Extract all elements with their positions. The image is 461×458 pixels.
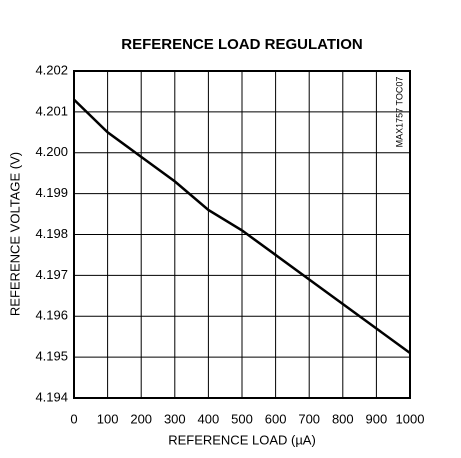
y-tick-label: 4.201 xyxy=(35,103,68,118)
x-tick-label: 800 xyxy=(332,411,354,426)
x-tick-label: 900 xyxy=(366,411,388,426)
x-axis-label: REFERENCE LOAD (µA) xyxy=(168,432,316,447)
data-line xyxy=(73,98,411,355)
x-tick-label: 200 xyxy=(130,411,152,426)
y-tick-label: 4.195 xyxy=(35,349,68,364)
x-tick-label: 300 xyxy=(164,411,186,426)
x-tick-label: 0 xyxy=(70,411,77,426)
x-tick-label: 500 xyxy=(231,411,253,426)
x-tick-label: 100 xyxy=(97,411,119,426)
x-tick-label: 400 xyxy=(198,411,220,426)
y-tick-label: 4.196 xyxy=(35,308,68,323)
y-tick-label: 4.198 xyxy=(35,226,68,241)
x-tick-label: 600 xyxy=(265,411,287,426)
x-tick-label: 1000 xyxy=(396,411,425,426)
y-tick-label: 4.199 xyxy=(35,185,68,200)
y-tick-label: 4.202 xyxy=(35,62,68,77)
y-tick-label: 4.194 xyxy=(35,389,68,404)
y-axis-label: REFERENCE VOLTAGE (V) xyxy=(7,152,22,316)
plot-frame xyxy=(73,70,411,399)
x-tick-label: 700 xyxy=(298,411,320,426)
y-tick-label: 4.200 xyxy=(35,144,68,159)
y-tick-label: 4.197 xyxy=(35,267,68,282)
chart-title: REFERENCE LOAD REGULATION xyxy=(121,36,362,53)
